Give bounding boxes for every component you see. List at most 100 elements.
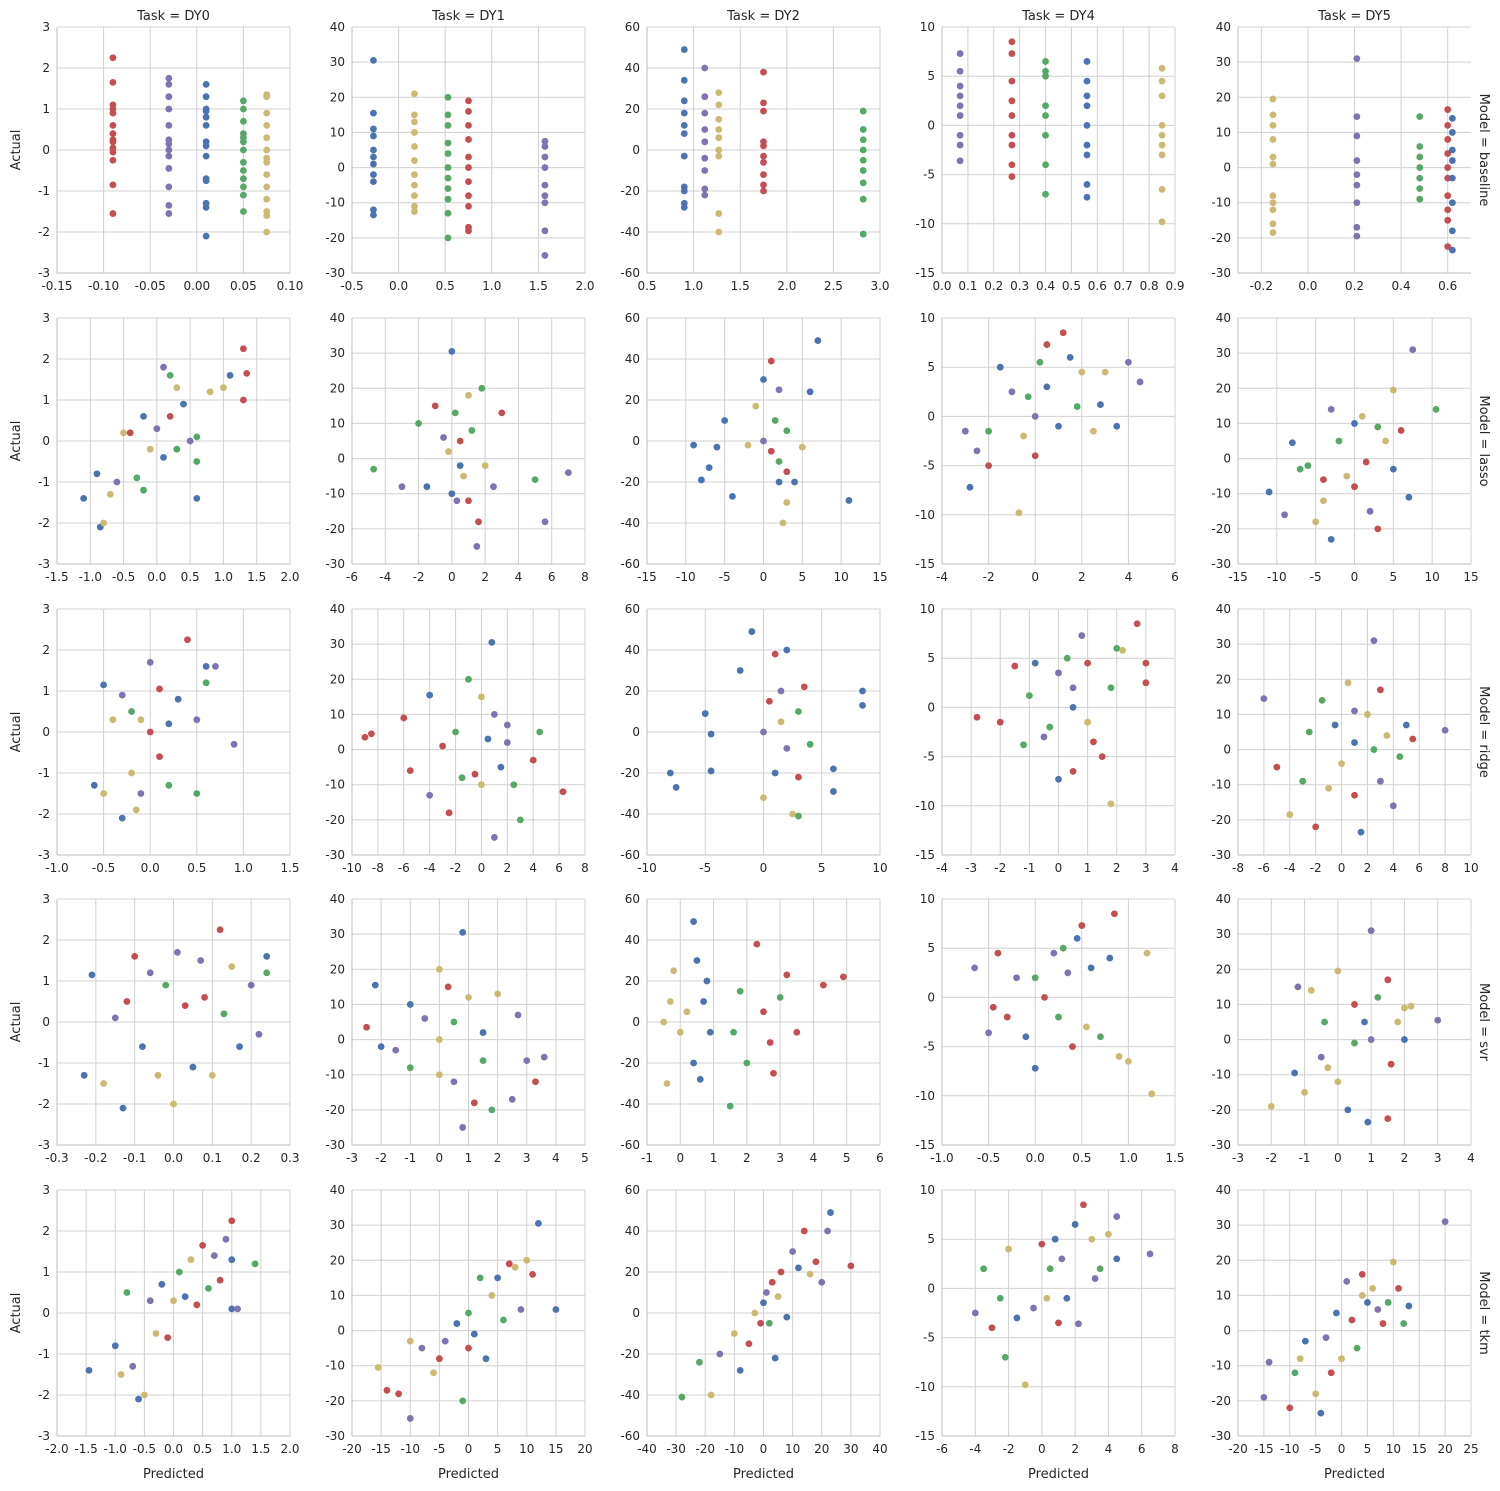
data-point [210,1252,218,1259]
y-tick-label: 30 [330,927,345,941]
data-point [1269,95,1277,103]
data-point [444,983,452,991]
data-point [490,483,497,491]
data-point [426,791,434,799]
data-point [1025,692,1033,699]
data-point [760,107,767,115]
data-point [783,971,791,979]
y-tick-label: -20 [620,1347,640,1361]
x-tick-label: 40 [872,1442,887,1456]
data-point [370,109,377,117]
data-point [1441,726,1449,734]
y-tick-label: 40 [625,933,640,947]
data-point [1401,1004,1408,1012]
y-tick-label: -2 [38,225,50,239]
data-point [1304,462,1312,469]
x-tick-label: -2 [994,861,1006,875]
y-tick-label: -10 [915,217,935,231]
data-point [1374,994,1382,1001]
data-point [666,998,674,1005]
data-point [263,109,271,117]
x-tick-label: 2 [481,570,489,584]
data-point [791,478,798,486]
data-point [93,470,101,478]
x-tick-label: -15 [1254,1442,1274,1456]
data-point [783,427,791,435]
y-tick-label: 2 [42,352,50,366]
data-point [1043,383,1051,391]
data-point [1286,811,1294,818]
data-point [193,458,201,465]
x-tick-label: -0.5 [340,279,363,293]
x-tick-label: 0 [676,1151,684,1165]
y-tick-label: 30 [1216,346,1231,360]
y-tick-label: 0 [42,143,50,157]
y-tick-label: 3 [42,602,50,616]
data-point [1448,227,1456,235]
y-tick-label: 20 [625,393,640,407]
data-point [1046,723,1054,731]
data-point [202,93,210,101]
x-tick-label: 3 [1142,861,1150,875]
data-point [220,384,227,392]
data-point [263,969,271,977]
y-tick-label: 10 [330,1288,345,1302]
y-tick-label: -30 [325,1138,345,1152]
y-tick-label: -60 [620,1138,640,1152]
data-point [701,154,709,162]
data-point [498,409,506,417]
data-point [1008,50,1016,57]
data-point [1042,58,1049,65]
x-tick-label: 2 [1071,1442,1079,1456]
y-tick-label: 20 [330,962,345,976]
x-tick-label: 4 [515,570,523,584]
data-point [377,1043,385,1050]
data-point [411,143,418,150]
y-tick-label: 40 [1216,602,1231,616]
y-tick-label: -20 [1211,522,1231,536]
data-point [1083,92,1091,100]
data-point [1444,136,1452,143]
x-tick-label: -10 [725,1442,745,1456]
y-tick-label: -30 [325,557,345,571]
data-point [240,105,247,113]
data-point [490,711,498,718]
data-point [818,1278,826,1286]
x-tick-label: 0.0 [141,861,160,875]
x-tick-label: -2.0 [45,1442,68,1456]
data-point [465,178,472,186]
data-point [1291,1069,1298,1077]
data-point [439,742,447,750]
y-tick-label: -2 [38,807,50,821]
x-axis-label: Predicted [1028,1467,1089,1482]
data-point [109,156,117,164]
data-point [444,93,452,101]
data-point [1353,157,1361,164]
data-point [1396,753,1404,760]
data-point [985,427,992,435]
data-point [450,1018,458,1026]
data-point [452,728,459,736]
y-tick-label: 40 [625,352,640,366]
data-point [444,111,452,119]
data-point [173,384,181,392]
data-point [503,739,511,746]
data-point [1083,151,1091,159]
data-point [966,483,974,491]
data-point [170,1100,177,1108]
data-point [1301,1337,1309,1345]
x-tick-label: -1.5 [45,570,68,584]
data-point [1327,1369,1335,1377]
data-point [1084,659,1092,667]
x-tick-label: 0.5 [1072,1151,1091,1165]
data-point [165,81,173,88]
x-tick-label: 0.3 [1010,279,1029,293]
y-tick-label: 30 [1216,55,1231,69]
data-point [1374,525,1382,533]
y-tick-label: 0 [42,725,50,739]
x-tick-label: -0.5 [977,1151,1000,1165]
data-point [1353,181,1361,189]
data-point [541,143,549,150]
data-point [1353,113,1361,121]
y-tick-label: -40 [620,516,640,530]
